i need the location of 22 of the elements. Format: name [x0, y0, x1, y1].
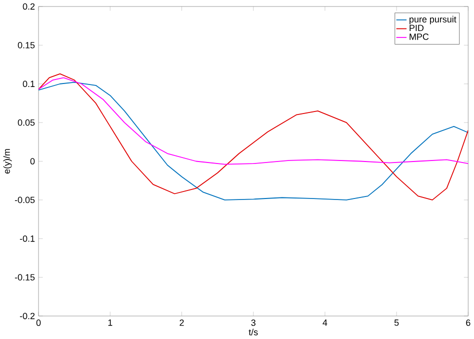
x-tick-label: 6	[466, 320, 470, 326]
x-tick-label: 0	[36, 320, 41, 326]
legend-label: pure pursuit	[410, 16, 456, 24]
y-axis-title: e(y)/m	[3, 149, 12, 174]
x-tick-label: 4	[322, 320, 328, 326]
x-tick-label: 2	[180, 320, 184, 326]
y-tick-label: -0.05	[14, 196, 35, 204]
y-tick-label: 0.05	[18, 120, 35, 126]
y-tick-label: 0.1	[22, 80, 35, 88]
x-tick-label: 1	[108, 320, 112, 326]
legend-label: MPC	[410, 34, 429, 40]
y-tick-label: -0.15	[14, 274, 35, 281]
line-series	[38, 77, 468, 165]
y-tick-label: 0	[30, 158, 35, 165]
y-tick-label: 0.2	[22, 3, 35, 10]
y-tick-label: 0.15	[18, 42, 35, 49]
y-tick-label: -0.1	[20, 236, 35, 242]
y-tick-label: -0.2	[20, 312, 35, 320]
x-tick-label: 3	[251, 320, 256, 326]
x-axis-title: t/s	[248, 328, 258, 336]
legend-label: PID	[410, 25, 424, 32]
x-tick-label: 5	[394, 320, 399, 326]
